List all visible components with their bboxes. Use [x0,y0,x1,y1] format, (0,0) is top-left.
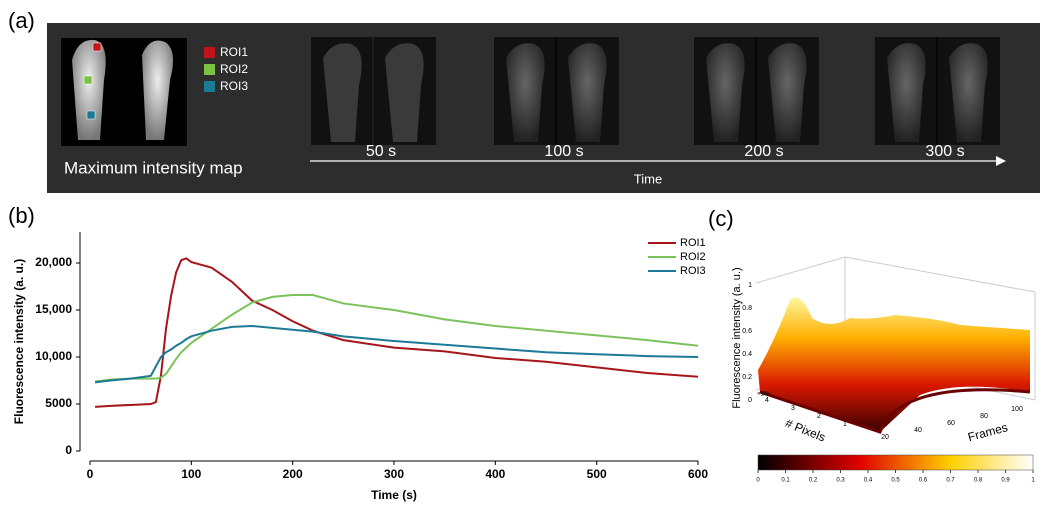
frame-time: 300 s [925,143,964,160]
legend-label: ROI2 [220,62,248,76]
z-axis-title: Fluorescence intensity (a. u.) [731,267,743,408]
legend-swatch [204,81,215,92]
x-tick-label: 200 [283,467,303,481]
legend-label: ROI2 [680,251,706,263]
colorbar-tick-label: 0.3 [836,478,845,484]
colorbar-tick-label: 0.9 [1001,478,1010,484]
y-tick-label: 0 [65,443,72,457]
pixel-tick-label: 3 [791,405,795,412]
frame-tick-label: 60 [947,420,955,427]
x-tick-label: 300 [384,467,404,481]
z-tick-label: 0.8 [742,305,752,312]
x-tick-label: 100 [181,467,201,481]
foot [887,43,926,142]
legend-swatch [204,64,215,75]
colorbar-tick-label: 0.4 [864,478,873,484]
roi-marker [86,110,96,120]
foot [506,43,545,142]
foot [142,40,174,141]
frame-tick-label: 100 [1011,406,1023,413]
legend-label: ROI3 [220,79,248,93]
y-tick-label: 15,000 [35,302,72,316]
line [94,324,699,384]
time-label: Time [634,171,662,186]
frame-axis-title: Frames [966,420,1009,444]
colorbar-tick-label: 0.2 [809,478,818,484]
z-tick-label: 1 [748,282,752,289]
pixel-tick-label: 4 [765,397,769,404]
z-tick-label: 0.6 [742,328,752,335]
colorbar-tick-label: 0.1 [781,478,790,484]
frame-tick-label: 20 [881,434,889,441]
x-tick-label: 500 [587,467,607,481]
surface-base [759,388,1031,434]
panel-label: (b) [8,203,35,228]
pixel-axis-title: # Pixels [783,416,827,445]
legend-swatch [204,47,215,58]
foot [706,43,745,142]
foot [949,43,988,142]
legend-label: ROI1 [220,45,248,59]
x-axis-title: Time (s) [371,488,417,502]
surface [758,297,1030,432]
arrow-head [996,156,1006,166]
pixel-exponent: ×10⁴ [757,391,770,398]
foot [323,43,362,142]
y-tick-label: 5000 [45,396,72,410]
foot [72,39,106,141]
colorbar-tick-label: 1 [1031,478,1035,484]
frame-time: 50 s [366,143,396,160]
frame-tick-label: 80 [980,413,988,420]
y-axis-title: Fluorescence intensity (a. u.) [12,259,26,424]
legend-label: ROI3 [680,265,706,277]
roi-marker [92,42,102,52]
foot [385,43,424,142]
frame-time: 100 s [544,143,583,160]
colorbar-tick-label: 0 [756,478,760,484]
line [95,257,699,408]
panel-label: (a) [8,8,35,33]
y-tick-label: 20,000 [35,255,72,269]
colorbar-tick-label: 0.5 [891,478,900,484]
roi-marker [83,75,93,85]
pixel-tick-label: 2 [817,413,821,420]
colorbar-tick-label: 0.8 [974,478,983,484]
colorbar-tick-label: 0.6 [919,478,928,484]
z-tick-label: 0 [748,397,752,404]
frame-time: 200 s [744,143,783,160]
colorbar [757,454,1034,471]
colorbar-tick-label: 0.7 [946,478,955,484]
x-tick-label: 600 [688,467,708,481]
x-tick-label: 0 [87,467,94,481]
pixel-tick-label: 1 [843,421,847,428]
foot [768,43,807,142]
x-tick-label: 400 [485,467,505,481]
frame-tick-label: 40 [914,427,922,434]
z-tick-label: 0.2 [742,374,752,381]
foot [568,43,607,142]
legend-label: ROI1 [680,237,706,249]
z-tick-label: 0.4 [742,351,752,358]
line [94,293,699,383]
map-caption: Maximum intensity map [64,158,243,177]
panel-label: (c) [708,206,734,231]
y-tick-label: 10,000 [35,349,72,363]
